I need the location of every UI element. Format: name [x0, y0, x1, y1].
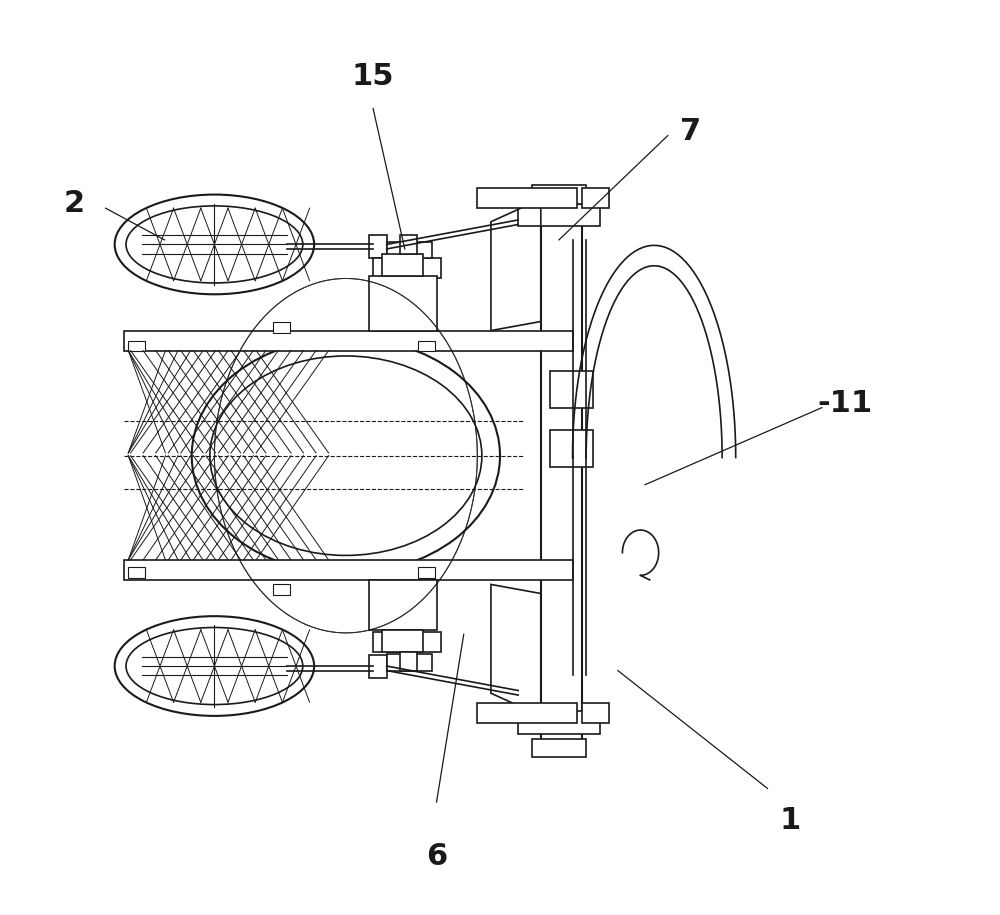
Bar: [369, 655, 387, 678]
Bar: [273, 322, 290, 333]
Ellipse shape: [210, 356, 482, 555]
Bar: [382, 630, 423, 652]
Bar: [477, 188, 577, 209]
Bar: [518, 204, 600, 226]
Bar: [124, 330, 573, 350]
Bar: [128, 567, 145, 578]
Bar: [124, 560, 573, 580]
Ellipse shape: [115, 616, 314, 716]
Bar: [582, 704, 609, 723]
Bar: [541, 186, 582, 748]
Bar: [550, 371, 593, 408]
Bar: [369, 276, 437, 330]
Bar: [369, 580, 437, 630]
Bar: [477, 704, 577, 723]
Bar: [400, 235, 417, 253]
Text: -11: -11: [817, 389, 872, 417]
Text: 1: 1: [780, 806, 801, 834]
Bar: [387, 654, 432, 671]
Text: 15: 15: [352, 62, 394, 92]
Bar: [373, 632, 441, 652]
Bar: [418, 567, 435, 578]
Text: 7: 7: [680, 116, 701, 145]
Ellipse shape: [192, 338, 500, 574]
Bar: [373, 258, 441, 278]
Bar: [400, 652, 417, 671]
Bar: [382, 253, 423, 276]
Text: 6: 6: [426, 842, 447, 871]
Ellipse shape: [126, 206, 303, 283]
Bar: [369, 235, 387, 258]
Bar: [532, 738, 586, 757]
Bar: [550, 430, 593, 467]
Bar: [582, 188, 609, 209]
Bar: [532, 186, 586, 204]
Ellipse shape: [126, 628, 303, 705]
Bar: [387, 242, 432, 258]
Bar: [128, 340, 145, 351]
Bar: [518, 711, 600, 734]
Text: 2: 2: [63, 189, 84, 218]
Bar: [418, 340, 435, 351]
Ellipse shape: [115, 195, 314, 295]
Bar: [273, 585, 290, 596]
